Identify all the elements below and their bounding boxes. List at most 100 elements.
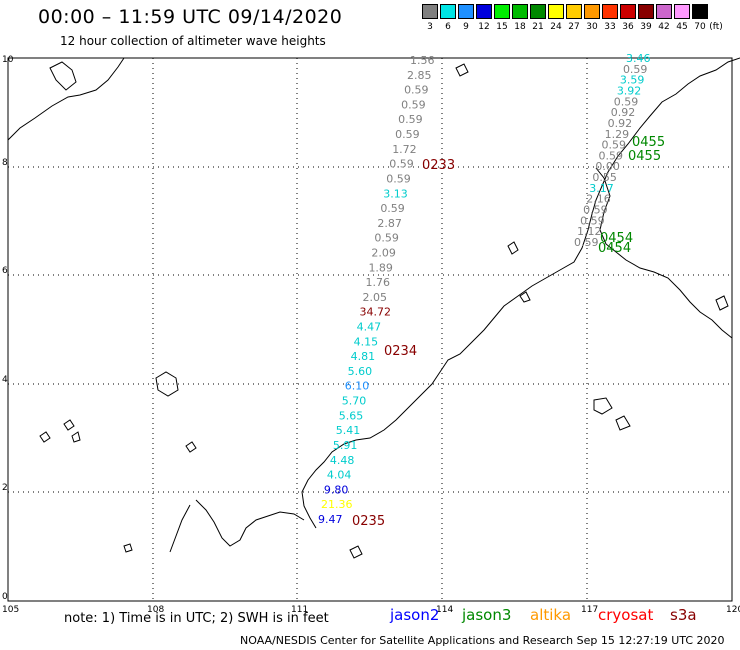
- legend-label: 39: [640, 22, 652, 32]
- legend-label: 36: [622, 22, 634, 32]
- wave-height-label: 0.59: [574, 236, 599, 249]
- legend-swatch: [602, 4, 618, 19]
- lat-lon-grid: [8, 58, 732, 601]
- wave-height-label: 21.36: [321, 498, 353, 511]
- pass-time-label: 0455: [628, 149, 661, 164]
- coastline-belitung: [169, 504, 191, 553]
- wave-height-label: 3.17: [589, 182, 614, 195]
- wave-height-label: 2.85: [407, 69, 432, 82]
- wave-height-label: 0.92: [608, 117, 633, 130]
- altimeter-track-west: 1.562.850.590.590.590.591.720.590.593.13…: [318, 54, 435, 526]
- legend-swatch: [656, 4, 672, 19]
- wave-height-label: 0.59: [401, 98, 426, 111]
- legend-swatch: [422, 4, 438, 19]
- legend-swatch: [620, 4, 636, 19]
- wave-height-label: 1.76: [365, 276, 390, 289]
- pass-time-label: 0454: [598, 241, 631, 256]
- legend-label: 6: [445, 22, 451, 32]
- island-small-2: [349, 545, 363, 559]
- coastline-borneo-north: [595, 167, 733, 339]
- wave-height-label: 0.59: [374, 232, 399, 245]
- island-anambas-1: [39, 431, 51, 443]
- legend-label: 15: [496, 22, 508, 32]
- chart-title: 00:00 – 11:59 UTC 09/14/2020: [38, 6, 343, 28]
- wave-height-label: 34.72: [360, 306, 392, 319]
- wave-height-label: 1.89: [368, 261, 393, 274]
- wave-height-label: 0.59: [386, 172, 411, 185]
- legend-label: 42: [658, 22, 670, 32]
- wave-height-label: 3.92: [617, 84, 642, 97]
- lat-tick-label: 8: [2, 158, 8, 168]
- wave-height-label: 4.15: [354, 335, 379, 348]
- wave-height-label: 5.60: [348, 365, 373, 378]
- legend-swatch: [494, 4, 510, 19]
- wave-height-label: 6.10: [345, 380, 370, 393]
- wave-height-label: 0.59: [583, 204, 608, 217]
- wave-height-label: 4.48: [330, 454, 355, 467]
- wave-height-label: 5.70: [342, 395, 367, 408]
- island-reef-6: [715, 295, 729, 311]
- wave-height-label: 0.59: [580, 214, 605, 227]
- wave-height-label: 3.59: [620, 74, 645, 87]
- wave-height-label: 1.72: [392, 143, 417, 156]
- legend-label: 27: [568, 22, 580, 32]
- wave-height-label: 4.47: [357, 321, 382, 334]
- legend-swatch: [548, 4, 564, 19]
- pass-time-label: 0234: [384, 344, 417, 359]
- wave-height-label: 0.59: [614, 95, 639, 108]
- wave-height-label: 3.13: [383, 187, 408, 200]
- wave-height-label: 0.00: [595, 160, 620, 173]
- wave-height-label: 2.16: [586, 193, 611, 206]
- wave-height-label: 0.59: [404, 84, 429, 97]
- legend-label: 21: [532, 22, 544, 32]
- satellite-legend-jason3: jason3: [462, 606, 512, 624]
- pass-time-label: 0235: [352, 514, 385, 529]
- wave-height-label: 0.55: [592, 171, 617, 184]
- legend-swatch: [440, 4, 456, 19]
- coastline: [7, 57, 740, 559]
- lat-tick-label: 2: [2, 483, 8, 493]
- legend-label: 45: [676, 22, 688, 32]
- legend-label: 33: [604, 22, 616, 32]
- axis-tick-labels: 105 108 111 114 117 120 0 2 4 6 8 10: [2, 55, 740, 615]
- island-anambas-3: [71, 431, 81, 443]
- wave-height-label: 0.92: [611, 106, 636, 119]
- legend-swatch: [530, 4, 546, 19]
- legend-label: 12: [478, 22, 490, 32]
- island-small-3: [123, 543, 133, 553]
- altimeter-track-east: 3.460.593.593.920.590.920.921.290.590.59…: [574, 52, 651, 249]
- wave-height-label: 0.59: [395, 128, 420, 141]
- wave-height-label: 5.41: [336, 424, 361, 437]
- legend-label: 3: [427, 22, 433, 32]
- lon-tick-label: 120: [726, 605, 740, 615]
- lat-tick-label: 10: [2, 55, 14, 65]
- wave-height-label: 0.59: [623, 63, 648, 76]
- chart-subtitle: 12 hour collection of altimeter wave hei…: [60, 34, 326, 48]
- satellite-legend-s3a: s3a: [670, 606, 697, 624]
- legend-label: 9: [463, 22, 469, 32]
- island-anambas-2: [63, 419, 75, 431]
- legend-label: 24: [550, 22, 562, 32]
- lat-tick-label: 6: [2, 266, 8, 276]
- wave-height-label: 0.59: [602, 139, 627, 152]
- pass-time-label: 0233: [422, 158, 455, 173]
- legend-label: 30: [586, 22, 598, 32]
- island-reef-1: [455, 63, 469, 77]
- pass-time-label: 0454: [600, 231, 633, 246]
- wave-height-label: 1.56: [410, 54, 435, 67]
- legend-swatch: [476, 4, 492, 19]
- coastline-bangka: [195, 499, 305, 547]
- wave-height-label: 2.87: [377, 217, 402, 230]
- wave-height-label: 9.80: [324, 483, 349, 496]
- wave-height-label: 3.46: [626, 52, 651, 65]
- lon-tick-label: 105: [2, 605, 19, 615]
- island-reef-2: [507, 241, 519, 255]
- legend-swatch: [458, 4, 474, 19]
- map-frame: [7, 57, 733, 602]
- satellite-legend-altika: altika: [530, 606, 572, 624]
- satellite-legend-jason2: jason2: [390, 606, 440, 624]
- legend-label: 18: [514, 22, 526, 32]
- legend-unit: (ft): [709, 22, 723, 32]
- island-reef-4: [593, 397, 613, 415]
